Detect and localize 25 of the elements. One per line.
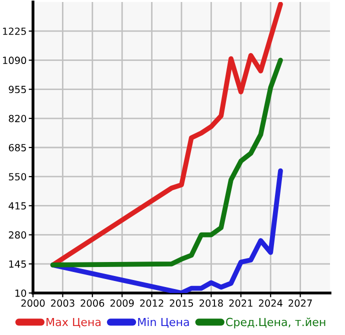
y-tick-label: 1090 — [3, 56, 26, 64]
y-tick-label: 10 — [15, 289, 26, 297]
x-tick-label: 2024 — [258, 299, 282, 307]
x-tick-label: 2018 — [200, 299, 223, 307]
legend-label: Min Цена — [138, 318, 189, 328]
x-tick-label: 2000 — [21, 299, 45, 307]
y-tick-label: 145 — [9, 260, 26, 268]
x-tick-label: 2003 — [51, 299, 74, 307]
y-tick-label: 280 — [8, 231, 26, 239]
y-tick-label: 415 — [8, 202, 26, 210]
x-tick-label: 2006 — [80, 299, 104, 307]
x-tick-label: 2015 — [170, 299, 194, 307]
line-series — [50, 168, 283, 293]
y-tick-label: 1225 — [3, 28, 26, 35]
x-tick-label: 2009 — [110, 299, 134, 307]
line-series — [50, 58, 283, 268]
y-tick-label: 550 — [8, 173, 26, 180]
y-tick-label: 685 — [8, 144, 26, 152]
legend-label: Сред.Цена, т.йен — [226, 318, 326, 328]
y-tick-label: 820 — [8, 114, 26, 122]
x-tick-label: 2021 — [229, 299, 252, 307]
y-tick-label: 955 — [8, 86, 26, 94]
x-tick-label: 2027 — [288, 299, 312, 307]
x-tick-label: 2012 — [140, 299, 164, 307]
legend-label: Max Цена — [46, 318, 101, 328]
